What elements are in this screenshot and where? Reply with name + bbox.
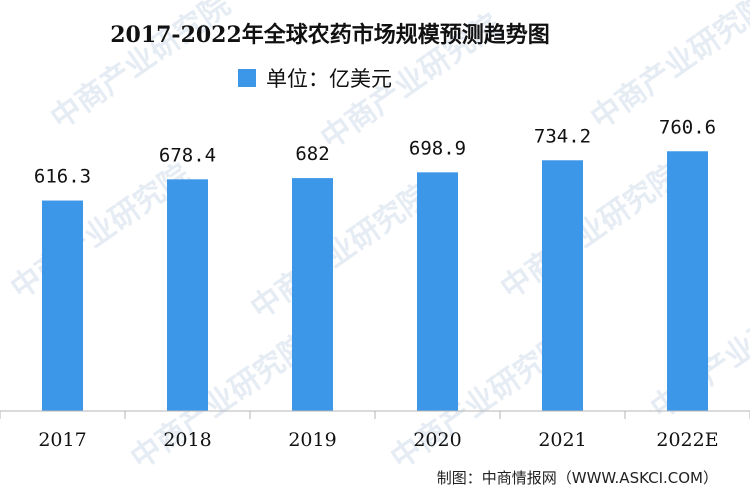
legend-swatch	[238, 69, 256, 87]
bar	[167, 179, 208, 411]
watermark-text: 中商产业研究院	[245, 177, 437, 326]
bar	[292, 178, 333, 411]
x-axis-tick-labels: 2017 2018 2019 2020 2021 2022E	[38, 429, 718, 451]
data-label: 682	[295, 143, 329, 165]
watermark-text: 中商产业研究院	[495, 157, 687, 306]
data-label: 678.4	[159, 144, 216, 166]
x-tick-label: 2017	[38, 429, 86, 451]
bar	[417, 172, 458, 411]
x-tick-label: 2022E	[656, 429, 718, 451]
legend: 单位：亿美元	[238, 67, 392, 91]
watermark-text: 中商产业研究院	[125, 327, 317, 476]
x-tick-label: 2021	[538, 429, 586, 451]
x-tick-label: 2019	[288, 429, 336, 451]
bar	[667, 151, 708, 411]
source-note: 制图：中商情报网（WWW.ASKCI.COM）	[437, 469, 718, 487]
bar	[542, 160, 583, 411]
legend-label: 单位：亿美元	[266, 67, 392, 91]
watermark-text: 中商产业研究院	[45, 0, 237, 137]
bar	[42, 200, 83, 411]
data-label: 760.6	[659, 116, 716, 138]
bar-group	[42, 151, 708, 411]
x-tick-label: 2020	[413, 429, 461, 451]
data-label: 734.2	[534, 125, 591, 147]
chart-title: 2017-2022年全球农药市场规模预测趋势图	[110, 22, 550, 48]
data-label: 698.9	[409, 137, 466, 159]
data-label-group: 616.3 678.4 682 698.9 734.2 760.6	[34, 116, 716, 187]
x-axis-ticks	[0, 411, 750, 419]
data-label: 616.3	[34, 166, 91, 188]
x-tick-label: 2018	[163, 429, 211, 451]
